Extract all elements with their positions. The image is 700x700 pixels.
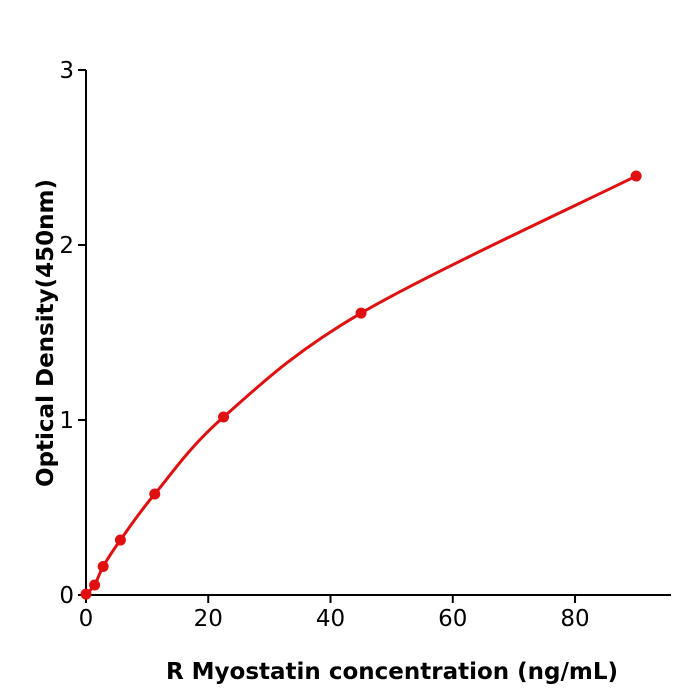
x-tick-label: 0 <box>79 606 94 632</box>
data-point <box>89 579 101 591</box>
x-tick-label: 60 <box>438 606 467 632</box>
y-axis-title: Optical Density(450nm) <box>33 179 59 487</box>
data-point <box>355 307 367 319</box>
data-point <box>114 534 126 546</box>
data-point <box>80 588 92 600</box>
axes: 0 20 40 60 80 0 1 2 3 <box>59 58 671 632</box>
y-tick-label: 0 <box>59 583 74 609</box>
y-tick-label: 3 <box>59 58 74 84</box>
y-tick-label: 2 <box>59 233 74 259</box>
x-tick-label: 20 <box>194 606 223 632</box>
x-tick-label: 40 <box>316 606 345 632</box>
series-marks <box>80 170 642 600</box>
fit-curve <box>84 174 637 596</box>
y-tick-label: 1 <box>59 408 74 434</box>
data-point <box>218 411 230 423</box>
data-point <box>97 560 109 572</box>
x-axis-title: R Myostatin concentration (ng/mL) <box>166 659 618 685</box>
data-point <box>630 170 642 182</box>
data-point <box>149 488 161 500</box>
x-tick-label: 80 <box>560 606 589 632</box>
